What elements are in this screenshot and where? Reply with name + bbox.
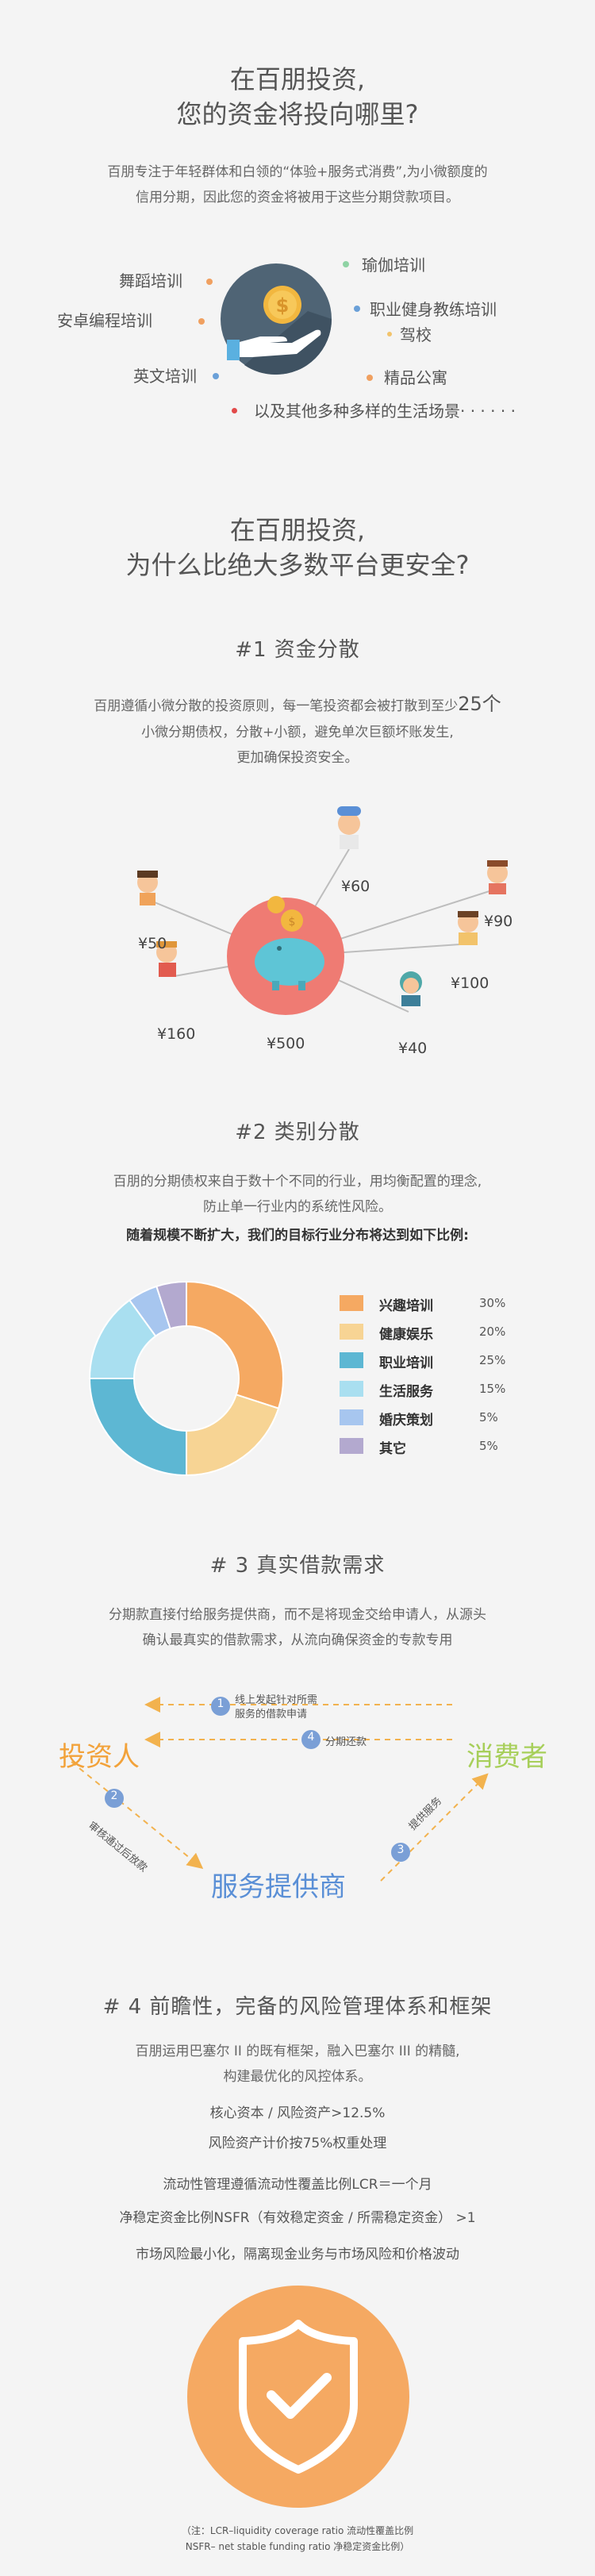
- donut-slice-1: [186, 1394, 280, 1477]
- legend-swatch: [340, 1409, 363, 1425]
- category-fitness: 职业健身教练培训: [370, 300, 497, 319]
- amount-90: ¥90: [484, 913, 513, 930]
- step-number-3: 3: [397, 1844, 405, 1856]
- section2-desc-line2: 防止单一行业内的系统性风险。: [203, 1199, 392, 1215]
- legend-label: 健康娱乐: [379, 1327, 433, 1343]
- svg-text:$: $: [289, 916, 296, 929]
- dot-orange: [367, 375, 373, 381]
- legend-swatch: [340, 1381, 363, 1397]
- legend-percent: 5%: [479, 1410, 498, 1424]
- donut-slice-5: [155, 1280, 187, 1330]
- money-hand-illustration: $: [221, 263, 332, 375]
- note-line1: （注：LCR–liquidity coverage ratio 流动性覆盖比例: [181, 2525, 414, 2536]
- intro-desc-line2: 信用分期，因此您的资金将被用于这些分期贷款项目。: [136, 190, 459, 206]
- safety-title-line2: 为什么比绝大多数平台更安全?: [125, 550, 470, 580]
- section1-desc-line1-text: 百朋遵循小微分散的投资原则，每一笔投资都会被打散到至少: [94, 698, 459, 714]
- step-number-4: 4: [307, 1731, 315, 1744]
- section4-desc-line1: 百朋运用巴塞尔 II 的既有框架，融入巴塞尔 III 的精髓,: [135, 2043, 460, 2059]
- category-english: 英文培训: [133, 367, 197, 386]
- investor-label: 投资人: [59, 1741, 140, 1773]
- legend-percent: 5%: [479, 1439, 498, 1453]
- flow-diagram: [0, 1651, 595, 1936]
- dot-blue: [213, 373, 219, 379]
- amount-160: ¥160: [157, 1025, 196, 1043]
- donut-slice-2: [88, 1378, 187, 1477]
- category-driving: 驾校: [400, 325, 432, 344]
- dot-orange: [206, 279, 213, 285]
- category-android: 安卓编程培训: [57, 311, 152, 330]
- legend-percent: 15%: [479, 1382, 506, 1396]
- section1-desc-line3: 更加确保投资安全。: [236, 750, 359, 766]
- legend-swatch: [340, 1352, 363, 1368]
- legend-percent: 25%: [479, 1353, 506, 1367]
- safety-title-line1: 在百朋投资,: [229, 515, 366, 545]
- dot-green: [343, 261, 349, 267]
- intro-title-line2: 您的资金将投向哪里?: [176, 99, 419, 129]
- industry-donut-chart: [88, 1280, 284, 1477]
- rule-4: 净稳定资金比例NSFR（有效稳定资金 / 所需稳定资金） >1: [119, 2210, 476, 2226]
- category-yoga: 瑜伽培训: [362, 256, 425, 275]
- amount-40: ¥40: [398, 1040, 428, 1057]
- legend-percent: 30%: [479, 1296, 506, 1310]
- dot-orange: [198, 318, 205, 325]
- step-number-2: 2: [110, 1790, 118, 1802]
- legend-label: 职业培训: [379, 1355, 433, 1371]
- legend-label: 其它: [379, 1441, 406, 1457]
- step4-label: 分期还款: [325, 1736, 367, 1748]
- category-others: 以及其他多种多样的生活场景· · · · · ·: [254, 402, 516, 421]
- intro-title-line1: 在百朋投资,: [229, 64, 366, 94]
- section2-desc-line1: 百朋的分期债权来自于数十个不同的行业，用均衡配置的理念,: [113, 1174, 482, 1190]
- amount-100: ¥100: [451, 975, 489, 992]
- step-number-1: 1: [217, 1697, 225, 1710]
- section3-desc-line1: 分期款直接付给服务提供商，而不是将现金交给申请人，从源头: [109, 1607, 486, 1623]
- section3-desc-line2: 确认最真实的借款需求，从流向确保资金的专款专用: [142, 1632, 453, 1648]
- step1-label-line2: 服务的借款申请: [235, 1709, 308, 1721]
- consumer-label: 消费者: [466, 1741, 547, 1773]
- section1-desc-line2: 小微分期债权，分散+小额，避免单次巨额坏账发生,: [141, 725, 454, 740]
- donut-slice-0: [186, 1280, 284, 1409]
- amount-500: ¥500: [267, 1035, 305, 1052]
- provider-label: 服务提供商: [211, 1871, 346, 1903]
- section4-desc-line2: 构建最优化的风控体系。: [223, 2069, 372, 2085]
- svg-text:$: $: [276, 294, 290, 317]
- category-apartment: 精品公寓: [384, 368, 447, 387]
- legend-label: 生活服务: [379, 1384, 433, 1400]
- section2-title: #2 类别分散: [235, 1121, 360, 1144]
- section4-title: # 4 前瞻性，完备的风险管理体系和框架: [102, 1995, 493, 2019]
- shield-badge: [187, 2286, 409, 2508]
- legend-label: 婚庆策划: [379, 1413, 433, 1428]
- amount-50: ¥50: [138, 935, 167, 952]
- dot-red: [232, 408, 237, 413]
- dot-yellow: [387, 332, 392, 336]
- legend-swatch: [340, 1324, 363, 1340]
- legend-swatch: [340, 1295, 363, 1311]
- rule-1: 核心资本 / 风险资产>12.5%: [209, 2105, 386, 2121]
- dot-blue: [354, 306, 360, 312]
- rule-2: 风险资产计价按75%权重处理: [208, 2136, 387, 2151]
- section2-highlight: 随着规模不断扩大，我们的目标行业分布将达到如下比例:: [126, 1228, 469, 1244]
- dispersion-illustration: $: [0, 786, 595, 1040]
- shield-icon: [239, 2320, 358, 2474]
- intro-desc-line1: 百朋专注于年轻群体和白领的“体验+服务式消费”,为小微额度的: [107, 164, 488, 180]
- section1-title: #1 资金分散: [235, 638, 360, 662]
- section3-title: # 3 真实借款需求: [209, 1554, 386, 1578]
- step1-label: 线上发起针对所需 服务的借款申请: [235, 1694, 317, 1722]
- legend-label: 兴趣培训: [379, 1298, 433, 1314]
- legend-percent: 20%: [479, 1325, 506, 1339]
- category-dance: 舞蹈培训: [119, 271, 182, 290]
- check-icon: [267, 2373, 332, 2419]
- legend-swatch: [340, 1438, 363, 1454]
- step1-label-line1: 线上发起针对所需: [235, 1694, 318, 1706]
- note-line2: NSFR– net stable funding ratio 净稳定资金比例）: [185, 2541, 410, 2552]
- rule-5: 市场风险最小化，隔离现金业务与市场风险和价格波动: [136, 2247, 459, 2263]
- rule-3: 流动性管理遵循流动性覆盖比例LCR＝一个月: [163, 2177, 432, 2193]
- section1-desc-highlight: 25个: [458, 693, 501, 715]
- amount-60: ¥60: [341, 878, 370, 895]
- section1-desc-line1: 百朋遵循小微分散的投资原则，每一笔投资都会被打散到至少25个: [0, 692, 595, 718]
